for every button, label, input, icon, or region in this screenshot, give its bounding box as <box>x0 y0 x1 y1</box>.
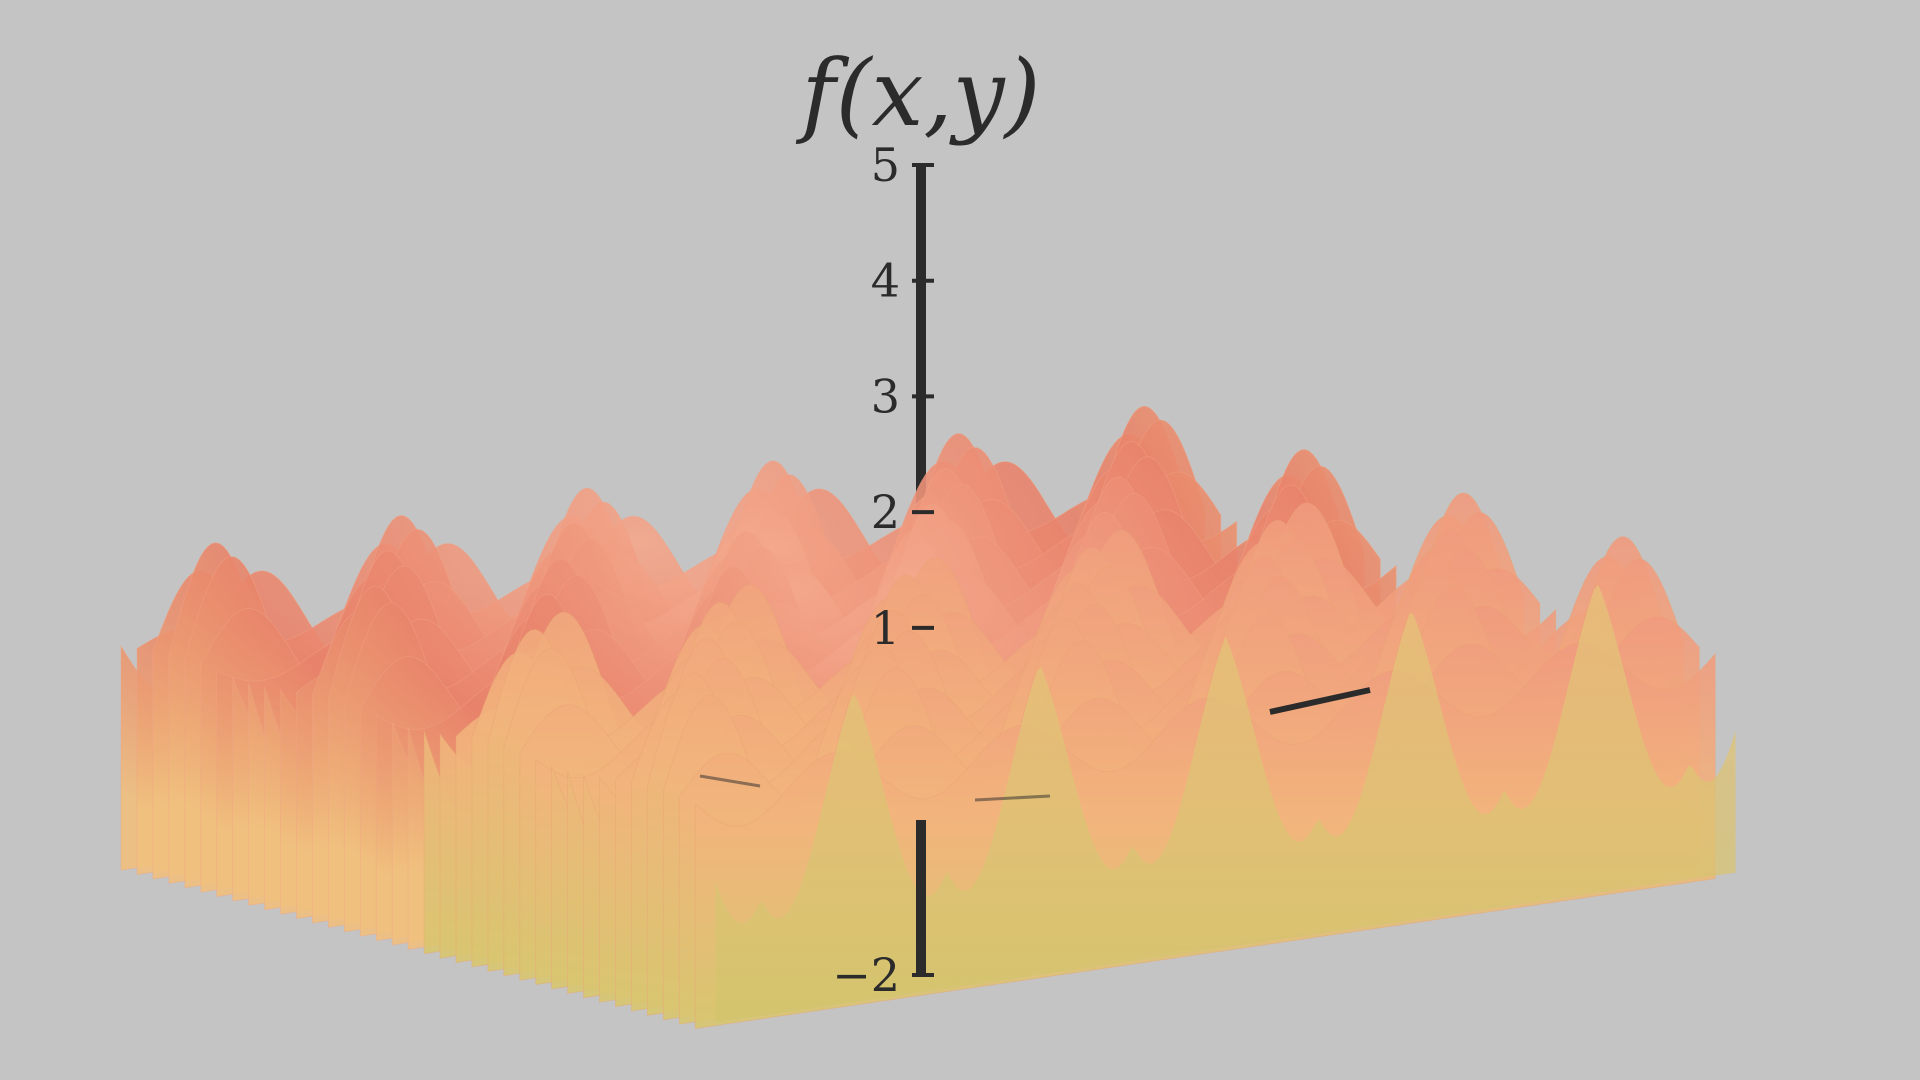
z-tick-label: 1 <box>871 601 900 655</box>
z-tick-label: 5 <box>871 138 900 192</box>
z-tick-label: −2 <box>832 948 900 1002</box>
z-tick-label: 4 <box>871 254 900 308</box>
surface-front-edge <box>715 584 1736 1023</box>
xy-axis-markers <box>699 687 1371 802</box>
z-tick-label: 3 <box>871 369 900 423</box>
z-axis-ticks: 5 4 3 2 1 −2 <box>832 138 934 1002</box>
z-axis-title: f(x,y) <box>796 40 1041 147</box>
z-tick-label: 2 <box>871 485 900 539</box>
surface-mesh <box>120 405 1736 1029</box>
